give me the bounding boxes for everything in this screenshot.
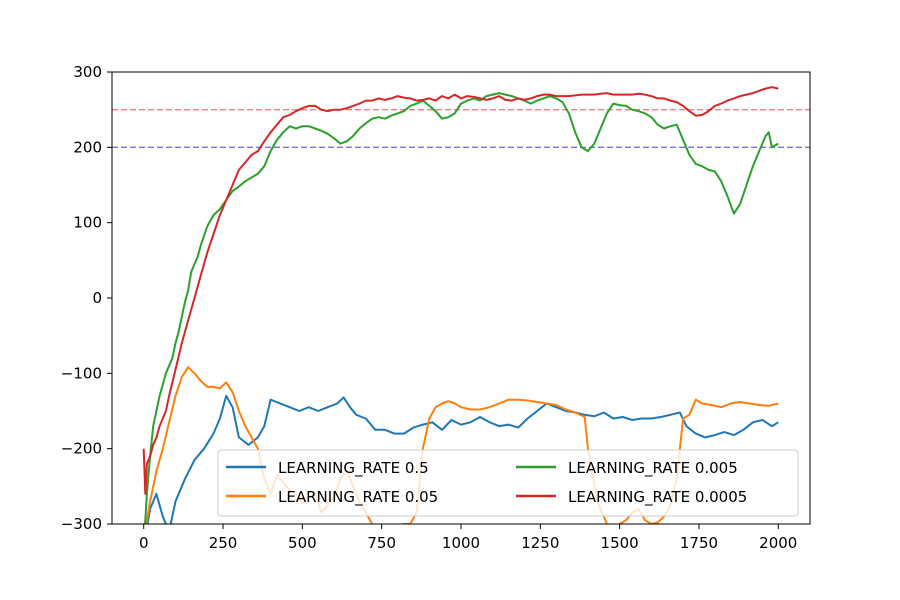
legend-box bbox=[217, 449, 799, 517]
y-tick-label: −300 bbox=[61, 515, 102, 533]
x-tick-label: 1250 bbox=[521, 534, 559, 552]
x-tick-label: 500 bbox=[288, 534, 317, 552]
x-tick-label: 1500 bbox=[601, 534, 639, 552]
legend-label-lr-0-5: LEARNING_RATE 0.5 bbox=[278, 459, 429, 478]
x-tick-label: 2000 bbox=[759, 534, 797, 552]
x-tick-label: 750 bbox=[367, 534, 396, 552]
x-tick-label: 250 bbox=[209, 534, 238, 552]
legend-label-lr-0-0005: LEARNING_RATE 0.0005 bbox=[568, 488, 747, 507]
legend-label-lr-0-005: LEARNING_RATE 0.005 bbox=[568, 459, 738, 478]
y-tick-label: 200 bbox=[73, 138, 102, 156]
y-tick-label: −100 bbox=[61, 364, 102, 382]
y-tick-label: 100 bbox=[73, 214, 102, 232]
y-tick-label: 0 bbox=[92, 289, 102, 307]
series-layer bbox=[142, 86, 779, 524]
plot-frame bbox=[111, 71, 811, 525]
legend-label-lr-0-05: LEARNING_RATE 0.05 bbox=[278, 488, 438, 507]
series-line-lr-0-005 bbox=[144, 92, 779, 524]
y-tick-label: 300 bbox=[73, 63, 102, 81]
series-line-lr-0-0005 bbox=[142, 86, 779, 495]
y-axis: 300 200 100 0 −100 −200 −300 bbox=[61, 63, 112, 533]
x-tick-label: 1750 bbox=[680, 534, 718, 552]
x-tick-label: 0 bbox=[139, 534, 149, 552]
x-tick-label: 1000 bbox=[442, 534, 480, 552]
y-tick-label: −200 bbox=[61, 440, 102, 458]
series-line-lr-0-05 bbox=[145, 366, 779, 524]
x-axis: 0 250 500 750 1000 1250 1500 1750 2000 bbox=[139, 524, 797, 552]
reference-lines bbox=[112, 109, 810, 148]
legend: LEARNING_RATE 0.5 LEARNING_RATE 0.05 LEA… bbox=[217, 449, 799, 517]
series-line-lr-0-5 bbox=[146, 394, 779, 524]
